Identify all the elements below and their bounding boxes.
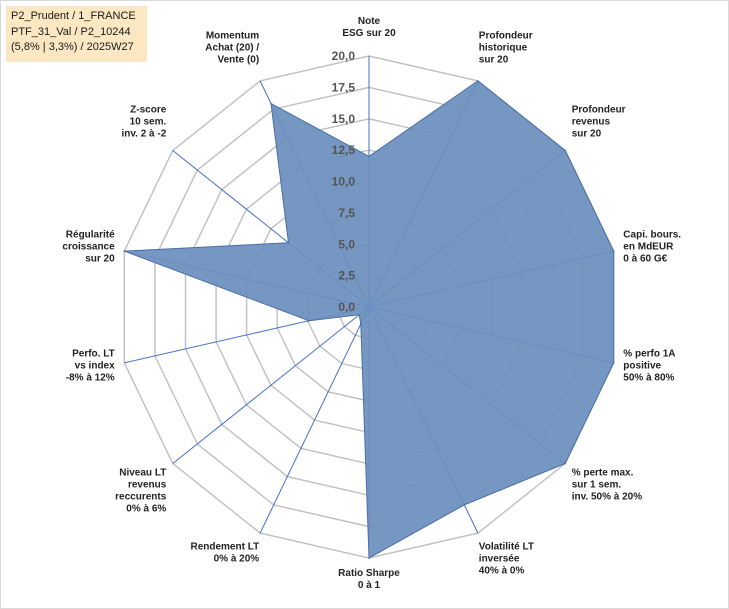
tick-layer: 0,0 2,5 5,0 7,5 10,0 12,5 15,0 17,5 20,0 (332, 49, 356, 314)
axis-label: Rendement LT0% à 20% (190, 542, 259, 565)
portfolio-info-box: P2_Prudent / 1_FRANCE PTF_31_Val / P2_10… (6, 6, 147, 62)
axis-label-line: sur 1 sem. (572, 480, 622, 491)
axis-label-line: -8% à 12% (66, 372, 115, 383)
tick-label: 7,5 (338, 206, 355, 220)
axis-label-line: Niveau LT (119, 468, 166, 479)
axis-label-line: revenus (128, 480, 167, 491)
axis-label-line: Momentum (206, 30, 259, 41)
data-point (477, 80, 479, 82)
info-line-profile: P2_Prudent / 1_FRANCE (11, 10, 136, 22)
axis-label-line: sur 20 (572, 129, 602, 140)
axis-label-line: inv. 2 à -2 (121, 129, 166, 140)
data-point (123, 250, 126, 252)
tick-label: 20,0 (332, 49, 356, 63)
tick-label: 15,0 (332, 112, 356, 126)
tick-label: 17,5 (332, 80, 356, 94)
axis-label-line: ESG sur 20 (342, 28, 396, 39)
data-point (463, 504, 466, 506)
axis-label-line: Note (358, 16, 381, 27)
axis-label-line: Ratio Sharpe (338, 568, 400, 579)
axis-label-line: reccurents (115, 492, 167, 503)
axis-label-line: 0% à 6% (126, 504, 166, 515)
axis-label-line: Régularité (66, 230, 115, 241)
axis-label-line: Z-score (130, 105, 167, 116)
axis-label-line: inversée (479, 554, 520, 565)
data-point (358, 314, 361, 316)
data-point (308, 319, 310, 322)
axis-label-line: Vente (0) (218, 54, 260, 65)
axis-label-line: Achat (20) / (205, 42, 259, 53)
data-point (564, 462, 566, 465)
info-line-portfolio: PTF_31_Val / P2_10244 (11, 25, 131, 38)
axis-label-line: Perfo. LT (72, 348, 115, 359)
axis-label-line: Profondeur (479, 30, 533, 41)
axis-label: % perte max.sur 1 sem.inv. 50% à 20% (572, 468, 643, 503)
data-point (368, 557, 370, 559)
axis-label-line: vs index (75, 360, 115, 371)
data-point (612, 362, 615, 364)
axis-label-line: % perfo 1A (623, 348, 675, 359)
data-point (360, 323, 362, 325)
axis-label-line: sur 20 (85, 254, 115, 265)
series-layer (123, 80, 615, 559)
info-line-performance: (5,8% | 3,3%) / 2025W27 (11, 41, 134, 53)
axis-label-line: 50% à 80% (623, 372, 674, 383)
tick-label: 10,0 (332, 175, 356, 189)
axis-spoke (172, 306, 370, 464)
axis-label-line: % perte max. (572, 468, 634, 479)
tick-label: 0,0 (338, 300, 355, 314)
axis-label-line: Rendement LT (190, 542, 259, 553)
data-point (612, 250, 615, 252)
axis-label-line: positive (623, 360, 661, 371)
tick-label: 12,5 (332, 143, 356, 157)
axis-label-line: sur 20 (479, 54, 509, 65)
data-point (270, 102, 272, 105)
data-point (368, 155, 370, 158)
axis-label-line: revenus (572, 117, 611, 128)
axis-label-line: 40% à 0% (479, 566, 525, 577)
axis-label-line: Capi. bours. (623, 230, 681, 241)
axis-label-line: Profondeur (572, 105, 626, 116)
axis-label-line: 0% à 20% (214, 554, 260, 565)
axis-label-line: 0 à 1 (358, 580, 381, 591)
tick-label: 2,5 (338, 269, 355, 283)
axis-label-line: historique (479, 42, 528, 53)
axis-label-line: 10 sem. (130, 117, 167, 128)
axis-label-line: inv. 50% à 20% (572, 492, 643, 503)
axis-label-line: croissance (62, 242, 115, 253)
axis-spoke (259, 306, 370, 534)
data-point (287, 242, 290, 244)
axis-label-line: en MdEUR (623, 242, 674, 253)
axis-label-line: Volatilité LT (479, 542, 534, 553)
tick-label: 5,0 (338, 237, 355, 251)
axis-label-line: 0 à 60 G€ (623, 254, 667, 265)
data-point (564, 149, 566, 152)
